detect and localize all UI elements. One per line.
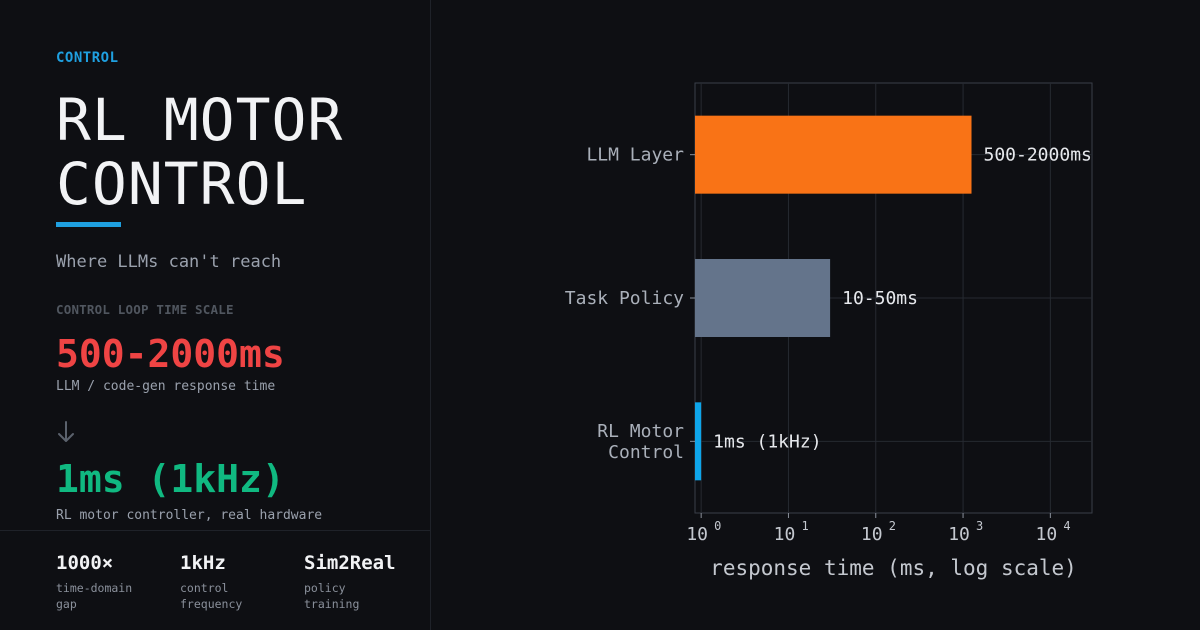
x-tick-label: 10 [1036,524,1058,545]
y-tick-label: Task Policy [565,288,684,309]
x-tick-label: 10 [861,524,883,545]
subtitle: Where LLMs can't reach [56,252,282,272]
arrow-down-icon [58,421,74,442]
x-tick-exponent: 0 [714,519,721,533]
y-tick-label: LLM Layer [586,145,684,166]
stat-label: control frequency [180,581,243,611]
section-label: CONTROL LOOP TIME SCALE [56,302,234,317]
y-tick-label: Control [608,442,684,463]
x-tick-exponent: 3 [976,519,983,533]
divider [0,530,431,531]
x-tick-label: 10 [686,524,708,545]
stat-value: Sim2Real [304,552,396,574]
data-label: 10-50ms [842,288,918,309]
eyebrow-label: CONTROL [56,50,119,66]
llm-latency-caption: LLM / code-gen response time [56,379,276,394]
bar [695,115,972,194]
llm-latency-value: 500-2000ms [56,332,285,376]
data-label: 500-2000ms [984,145,1092,166]
page-title: RL MOTOR CONTROL [56,88,426,216]
title-line-2: CONTROL [56,150,308,218]
stat-value: 1000× [56,552,114,574]
title-line-1: RL MOTOR [56,86,344,154]
x-tick-exponent: 2 [889,519,896,533]
y-tick-label: RL Motor [597,421,684,442]
x-tick-label: 10 [948,524,970,545]
rl-latency-caption: RL motor controller, real hardware [56,508,323,523]
bar [695,402,702,481]
stat-time-domain-gap: 1000× time-domain gap [56,552,132,612]
x-axis-title: response time (ms, log scale) [710,556,1077,580]
title-underline [56,222,121,227]
stat-control-frequency: 1kHz control frequency [180,552,242,612]
stat-label: policy training [304,581,360,611]
left-panel: CONTROL RL MOTOR CONTROL Where LLMs can'… [0,0,431,630]
data-label: 1ms (1kHz) [713,431,821,452]
x-tick-exponent: 1 [801,519,808,533]
x-tick-exponent: 4 [1063,519,1070,533]
rl-latency-value: 1ms (1kHz) [56,457,285,501]
stat-label: time-domain gap [56,581,133,611]
x-tick-label: 10 [774,524,796,545]
stat-value: 1kHz [180,552,226,574]
latency-bar-chart: 10 0 10 1 10 2 10 3 10 4 LLM Layer 500-2000ms Task P… [565,82,1093,580]
bar [695,259,831,337]
stat-policy-training: Sim2Real policy training [304,552,396,612]
